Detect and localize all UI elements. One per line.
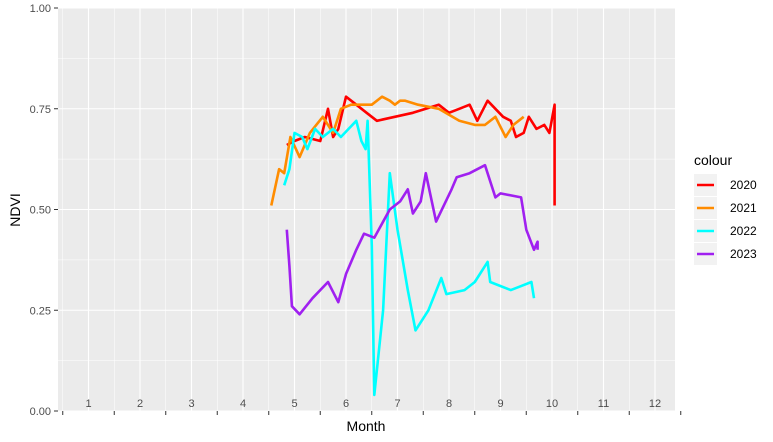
series-line-2021 (270, 95, 525, 206)
y-axis-title: NDVI (7, 193, 23, 226)
x-axis: 1 2 3 4 5 6 7 8 9 10 11 12 (62, 398, 682, 415)
legend: colour 2020 2021 2022 2023 (694, 152, 757, 265)
x-tick-label: 9 (497, 398, 503, 410)
x-tick-label: 5 (291, 398, 297, 410)
legend-title: colour (694, 152, 732, 168)
legend-items: 2020 2021 2022 2023 (694, 174, 757, 265)
x-tick-label: 3 (188, 398, 194, 410)
x-axis-title: Month (347, 418, 386, 434)
legend-label-2021: 2021 (730, 201, 757, 215)
x-tick-label: 2 (137, 398, 143, 410)
x-tick-label: 4 (240, 398, 246, 410)
x-tick-label: 1 (85, 398, 91, 410)
y-tick-label: 0.75 (30, 104, 51, 116)
series-line-2023 (285, 163, 539, 316)
y-tick-label: 0.00 (30, 406, 51, 418)
series-line-2022 (282, 119, 536, 397)
y-tick-label: 0.25 (30, 305, 51, 317)
y-tick-label: 0.50 (30, 205, 51, 217)
x-tick-label: 10 (546, 398, 558, 410)
x-tick-label: 7 (394, 398, 400, 410)
legend-label-2022: 2022 (730, 224, 757, 238)
y-tick-label: 1.00 (30, 3, 51, 15)
y-axis: 0.00 0.25 0.50 0.75 1.00 (30, 3, 58, 418)
x-tick-label: 12 (649, 398, 661, 410)
x-tick-label: 8 (446, 398, 452, 410)
x-tick-label: 6 (343, 398, 349, 410)
series-lines (270, 95, 556, 397)
legend-label-2023: 2023 (730, 247, 757, 261)
legend-label-2020: 2020 (730, 178, 757, 192)
grid-major (58, 7, 675, 412)
x-tick-label: 11 (598, 398, 609, 410)
